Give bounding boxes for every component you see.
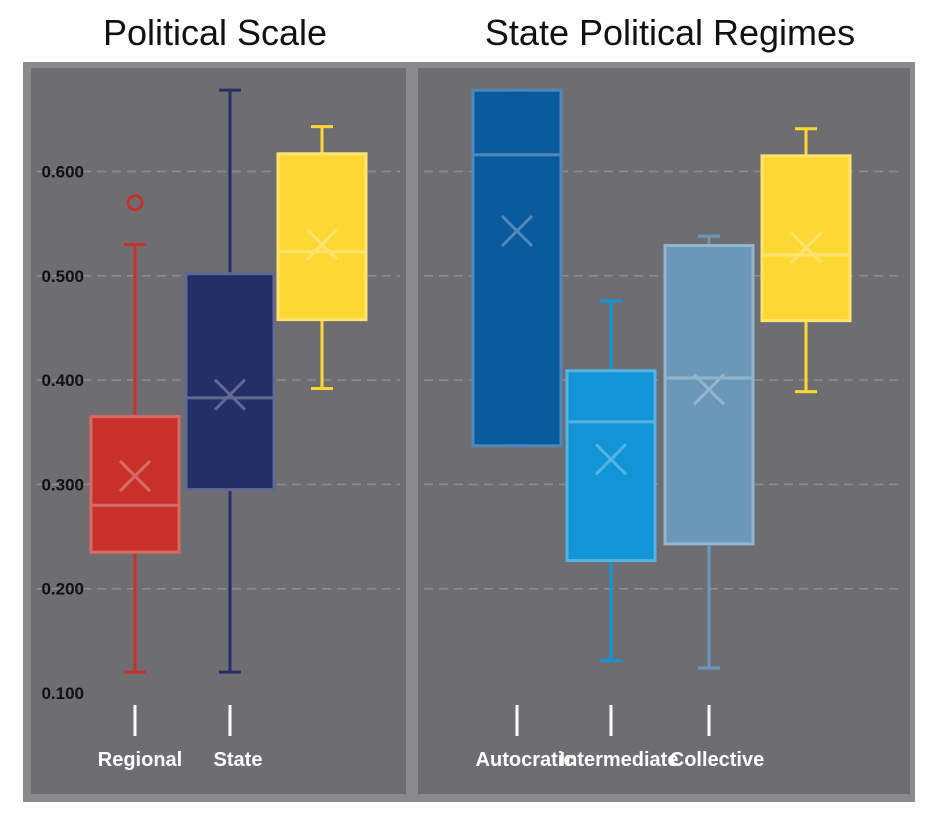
x-tick-label: Intermediate bbox=[560, 749, 679, 771]
iqr-box bbox=[760, 154, 852, 323]
mean-marker bbox=[118, 459, 152, 493]
y-tick-label: 0.400 bbox=[41, 371, 84, 390]
mean-marker bbox=[692, 373, 726, 406]
box-state bbox=[184, 88, 276, 674]
mean-marker bbox=[305, 228, 339, 261]
x-tick-label: Collective bbox=[670, 749, 764, 771]
outlier-point bbox=[126, 194, 144, 212]
x-tick-label: State bbox=[214, 749, 263, 771]
iqr-box bbox=[565, 369, 657, 563]
iqr-box bbox=[663, 244, 755, 546]
box-collective bbox=[663, 234, 755, 670]
iqr-box bbox=[276, 152, 368, 322]
mean-marker bbox=[789, 231, 823, 264]
y-tick-label: 0.300 bbox=[41, 475, 84, 494]
left-plot-area: 0.100 0.200 0.300 0.400 0.500 0.600 Regional St… bbox=[37, 88, 400, 771]
y-tick-label: 0.200 bbox=[41, 580, 84, 599]
box-group-4 bbox=[760, 127, 852, 394]
box-regional bbox=[89, 194, 181, 674]
box-autocratic bbox=[471, 88, 563, 448]
mean-marker bbox=[594, 443, 628, 476]
x-tick-label: Autocratic bbox=[476, 749, 575, 771]
iqr-box bbox=[184, 272, 276, 492]
y-tick-label: 0.100 bbox=[41, 684, 84, 703]
left-panel-title: Political Scale bbox=[103, 12, 327, 53]
mean-marker bbox=[213, 378, 247, 411]
right-panel-title: State Political Regimes bbox=[485, 12, 855, 53]
box-intermediate bbox=[565, 299, 657, 663]
x-tick-label: Regional bbox=[98, 749, 182, 771]
y-tick-label: 0.600 bbox=[41, 163, 84, 182]
y-tick-label: 0.500 bbox=[41, 267, 84, 286]
box-group-3 bbox=[276, 125, 368, 390]
iqr-box bbox=[89, 415, 181, 554]
mean-marker bbox=[500, 214, 534, 248]
iqr-box bbox=[471, 88, 563, 448]
